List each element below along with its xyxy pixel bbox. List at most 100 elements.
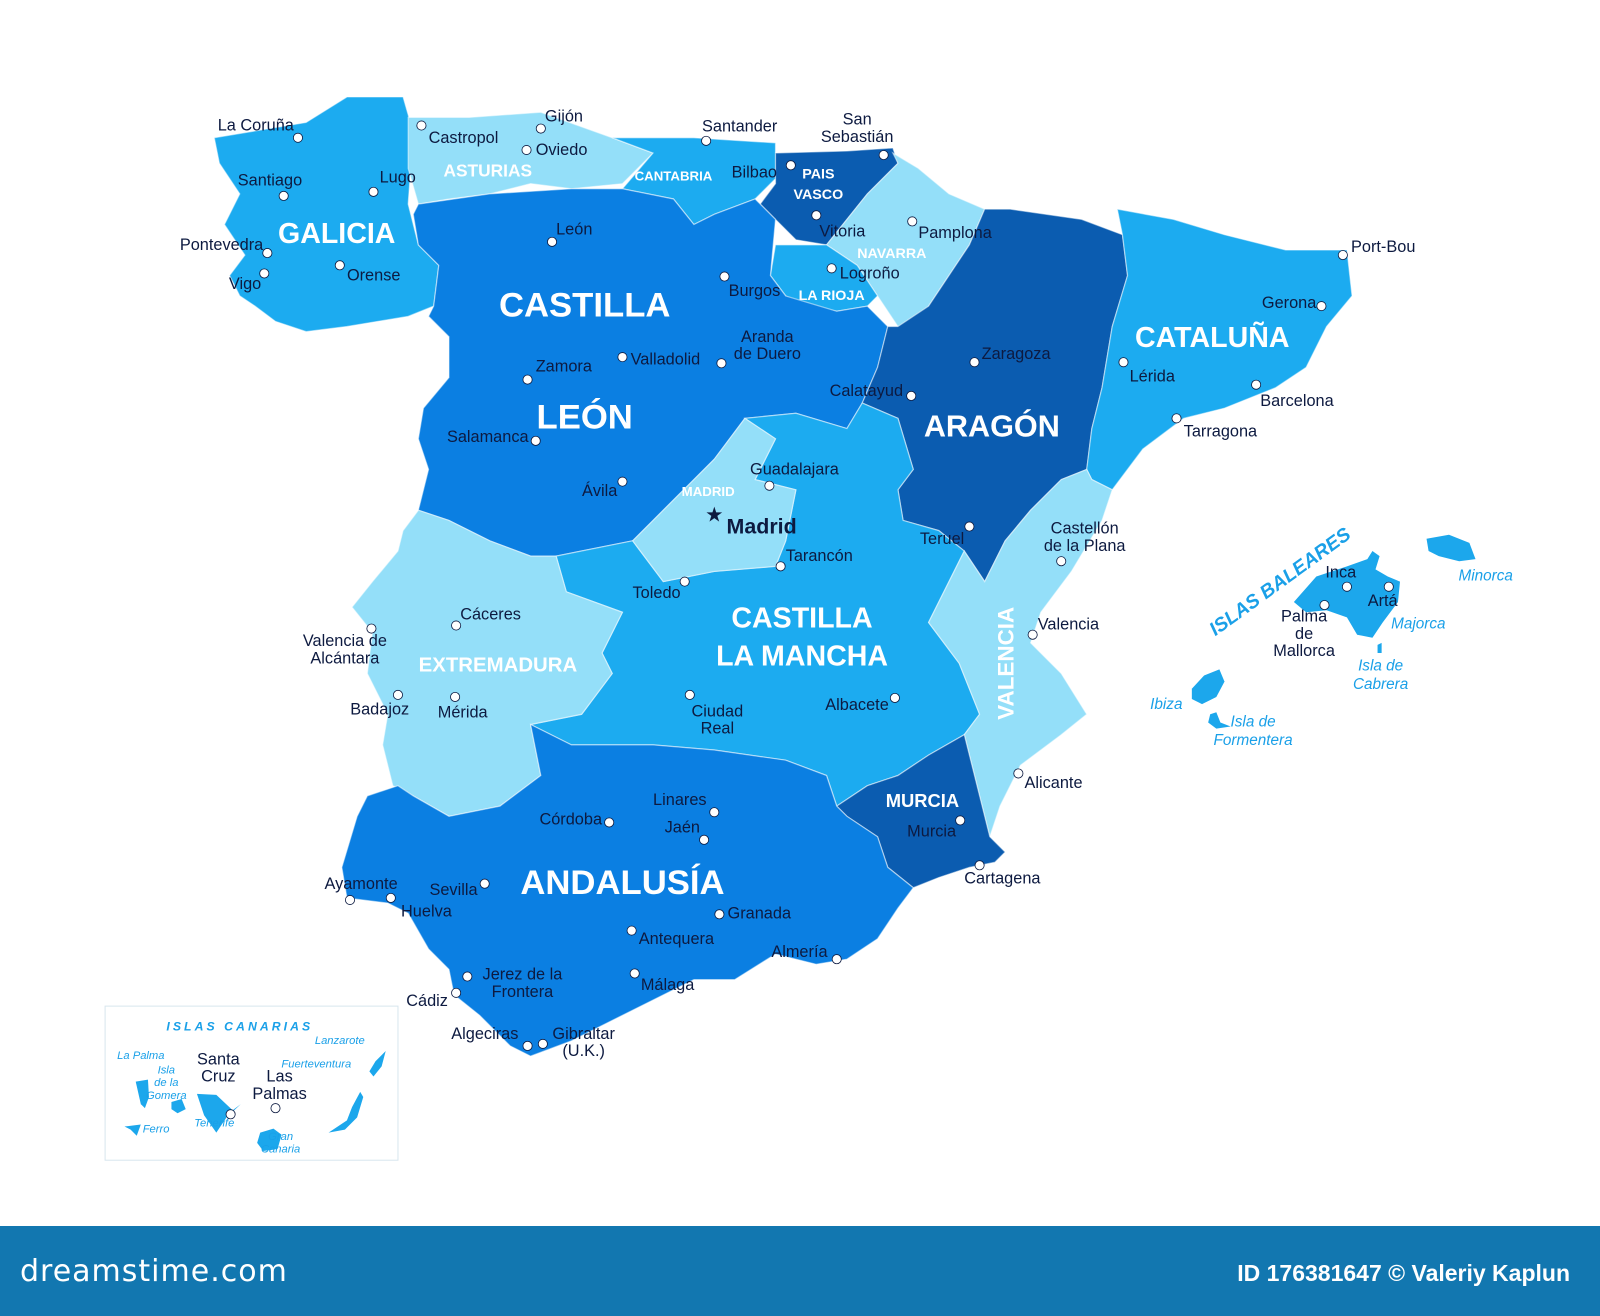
- city: Calatayud: [830, 382, 917, 401]
- city-label: La Coruña: [218, 117, 295, 135]
- city-dot-icon: [535, 123, 546, 134]
- city-label: Mallorca: [1273, 642, 1336, 660]
- region-label-murcia: MURCIA: [886, 790, 959, 811]
- city: Salamanca: [447, 428, 541, 446]
- region-label-extremadura: EXTREMADURA: [419, 654, 578, 676]
- region-valencia: [927, 468, 1113, 839]
- city-dot-icon: [1118, 357, 1129, 368]
- region-madrid: [631, 417, 797, 583]
- region-label-castilla-la-mancha: LA MANCHA: [716, 640, 888, 672]
- city-label: Pontevedra: [180, 236, 264, 254]
- island-label: Isla de: [1231, 714, 1276, 731]
- city: Huelva: [385, 892, 453, 920]
- region-label-galicia: GALICIA: [278, 218, 395, 250]
- city-dot-icon: [811, 210, 822, 221]
- city-label: Huelva: [401, 902, 453, 920]
- city-label: Zamora: [536, 357, 593, 375]
- region-labels: GALICIA ASTURIAS CANTABRIA PAIS VASCO NAVARRA…: [278, 161, 1289, 902]
- city-label: Mérida: [438, 703, 489, 721]
- city-label: San: [843, 110, 872, 128]
- city-dot-icon: [629, 968, 640, 979]
- city-label: Jerez de la: [483, 966, 564, 984]
- city-label: Guadalajara: [750, 460, 840, 478]
- city-label: Frontera: [492, 983, 555, 1001]
- city: Zaragoza: [969, 345, 1051, 368]
- region-label-valencia: VALENCIA: [993, 607, 1018, 720]
- city-label: Salamanca: [447, 428, 530, 446]
- city-label: Artá: [1368, 592, 1399, 610]
- island-label: La Palma: [117, 1050, 164, 1062]
- capital-madrid: ★ Madrid: [705, 504, 797, 538]
- city-dot-icon: [1337, 250, 1348, 261]
- island-label: Canaria: [261, 1144, 300, 1156]
- city-label: Tarragona: [1184, 423, 1258, 441]
- dreamstime-logo[interactable]: dreamstime.com: [20, 1254, 288, 1289]
- city-label: Valencia de: [303, 632, 387, 650]
- city-dot-icon: [775, 561, 786, 572]
- spain-map: GALICIA ASTURIAS CANTABRIA PAIS VASCO NAVARRA…: [104, 96, 1513, 1161]
- city-label: Vigo: [229, 275, 261, 293]
- city-label: Port-Bou: [1351, 238, 1415, 256]
- city-label: Lugo: [380, 169, 416, 187]
- city-dot-icon: [521, 145, 532, 155]
- city-label: Las: [266, 1068, 292, 1086]
- city-label: Inca: [1325, 564, 1357, 582]
- region-label-andalusia: ANDALUSÍA: [520, 862, 724, 902]
- city-dot-icon: [906, 390, 917, 401]
- city: Cádiz: [406, 987, 462, 1010]
- city-label: Pamplona: [918, 224, 992, 242]
- gomera-island: [171, 1098, 186, 1114]
- city-dot-icon: [831, 954, 842, 965]
- city-dot-icon: [826, 263, 837, 274]
- city: Pamplona: [907, 216, 993, 242]
- city-label: Vitoria: [819, 223, 866, 241]
- city-dot-icon: [1251, 379, 1262, 390]
- city: Tarancón: [775, 547, 853, 572]
- lanzarote-island: [369, 1051, 386, 1077]
- city-dot-icon: [617, 352, 628, 363]
- region-label-la-rioja: LA RIOJA: [799, 288, 865, 304]
- region-label-pais-vasco: PAIS: [802, 167, 834, 183]
- mallorca-island: [1293, 551, 1400, 638]
- city-label: Granada: [728, 904, 792, 922]
- city-label: Sevilla: [429, 881, 478, 899]
- city: Cáceres: [451, 605, 521, 631]
- cities-layer: La Coruña Santiago Lugo Pontevedra Vigo Orens…: [180, 107, 1415, 1120]
- city-label: de Duero: [734, 345, 801, 363]
- city: Gerona: [1262, 294, 1327, 312]
- city: Almería: [771, 943, 842, 965]
- city-dot-icon: [716, 358, 727, 369]
- city-label: Ciudad: [691, 702, 743, 720]
- city: Valladolid: [617, 350, 700, 368]
- city: Orense: [334, 260, 400, 285]
- city-label: Calatayud: [830, 382, 903, 400]
- city-label: Aranda: [741, 328, 795, 346]
- city-label: Gijón: [545, 107, 583, 125]
- city-dot-icon: [522, 1040, 533, 1051]
- city: Ayamonte: [324, 875, 398, 905]
- city-dot-icon: [392, 689, 403, 700]
- city-dot-icon: [366, 623, 377, 634]
- island-label: Lanzarote: [315, 1035, 365, 1047]
- city: Oviedo: [521, 141, 587, 159]
- island-label: Ibiza: [1150, 696, 1182, 713]
- city: Gijón: [535, 107, 583, 134]
- city-label: Alicante: [1024, 774, 1082, 792]
- ibiza-island: [1191, 669, 1225, 705]
- city-label: Valencia: [1038, 616, 1100, 634]
- city-dot-icon: [684, 689, 695, 700]
- city: Barcelona: [1251, 379, 1335, 410]
- city-dot-icon: [537, 1038, 548, 1049]
- city-dot-icon: [416, 120, 427, 131]
- city: Antequera: [626, 925, 715, 948]
- city-dot-icon: [368, 186, 379, 197]
- city-label: Gibraltar: [552, 1025, 615, 1043]
- island-label: Gomera: [146, 1090, 187, 1102]
- city-dot-icon: [1316, 301, 1327, 312]
- region-label-navarra: NAVARRA: [857, 246, 926, 262]
- city-label: Cruz: [201, 1068, 235, 1086]
